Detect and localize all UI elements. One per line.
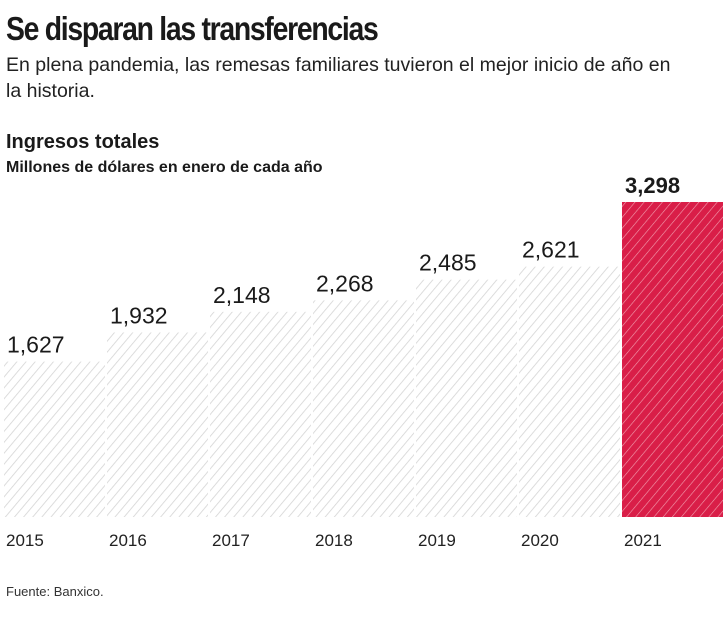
bar-2018 xyxy=(313,300,414,517)
x-tick-2021: 2021 xyxy=(624,531,662,550)
x-tick-2016: 2016 xyxy=(109,531,147,550)
x-tick-2020: 2020 xyxy=(521,531,559,550)
source-note: Fuente: Banxico. xyxy=(6,584,104,599)
data-label-2017: 2,148 xyxy=(213,282,271,308)
bar-2015 xyxy=(4,361,105,517)
bar-2020 xyxy=(519,266,620,517)
bar-2016 xyxy=(107,332,208,517)
x-tick-2019: 2019 xyxy=(418,531,456,550)
chart-heading: Ingresos totales xyxy=(6,131,160,153)
data-label-2018: 2,268 xyxy=(316,270,374,296)
data-label-2016: 1,932 xyxy=(110,302,168,328)
bar-2017 xyxy=(210,311,311,517)
chart-subtitle: En plena pandemia, las remesas familiare… xyxy=(6,54,671,102)
x-tick-2018: 2018 xyxy=(315,531,353,550)
x-tick-2015: 2015 xyxy=(6,531,44,550)
chart-title: Se disparan las transferencias xyxy=(6,10,379,47)
x-tick-2017: 2017 xyxy=(212,531,250,550)
data-label-2019: 2,485 xyxy=(419,250,477,276)
bar-2019 xyxy=(416,279,517,517)
data-label-2020: 2,621 xyxy=(522,237,580,263)
y-axis-label: Millones de dólares en enero de cada año xyxy=(6,159,323,176)
data-label-2021: 3,298 xyxy=(625,173,680,198)
bar-2021 xyxy=(622,202,723,517)
data-label-2015: 1,627 xyxy=(7,332,65,358)
